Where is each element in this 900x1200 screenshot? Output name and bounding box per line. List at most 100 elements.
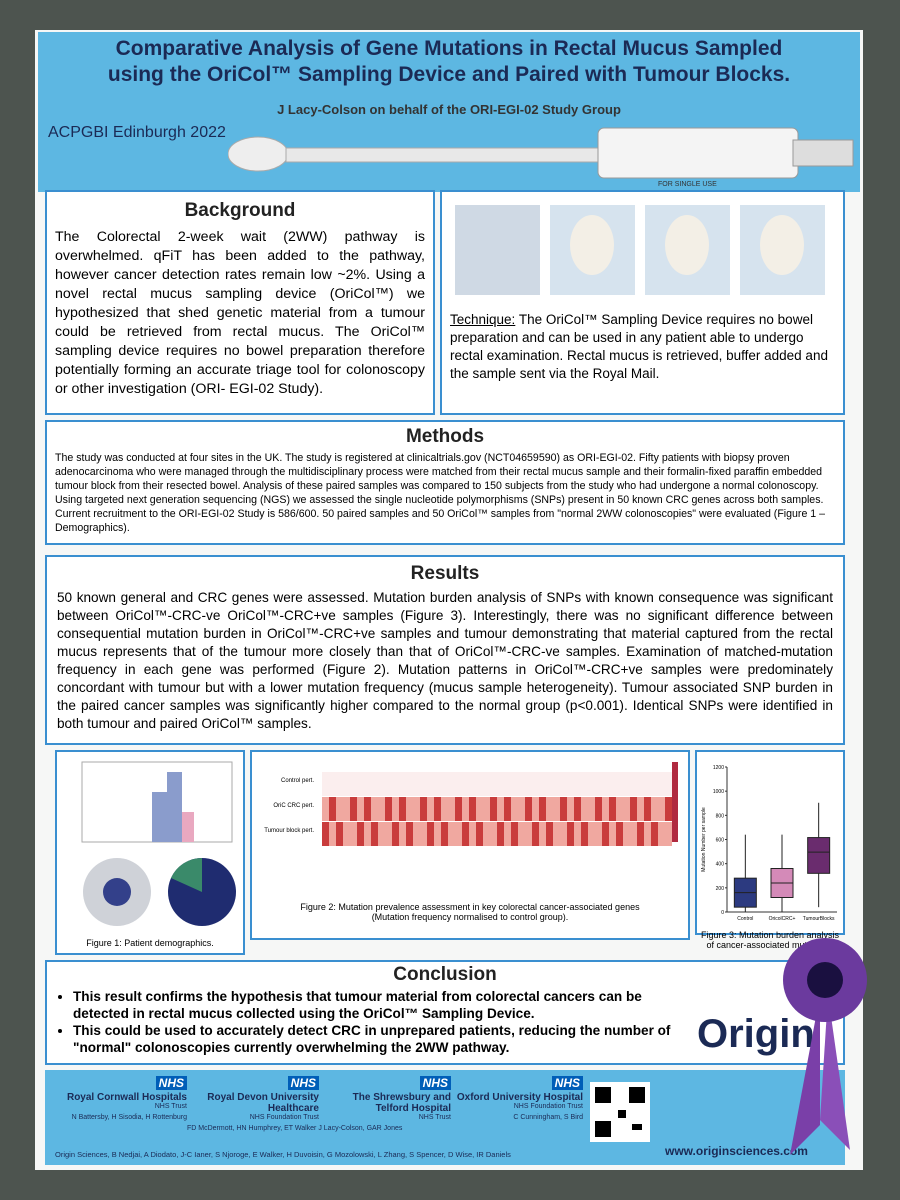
heatmap-cell — [595, 822, 602, 846]
heatmap-cell — [378, 772, 385, 796]
heatmap-cell — [441, 797, 448, 821]
heatmap-cell — [406, 822, 413, 846]
heatmap-cell — [399, 797, 406, 821]
origin-logo: Origin — [697, 1012, 815, 1056]
heatmap-cell — [483, 772, 490, 796]
heatmap-cell — [371, 822, 378, 846]
heatmap-cell — [546, 797, 553, 821]
heatmap-cell — [385, 822, 392, 846]
y-tick-label: 200 — [716, 886, 725, 892]
bullet: This result confirms the hypothesis that… — [73, 988, 683, 1022]
heatmap-cell — [609, 822, 616, 846]
heatmap-cell — [357, 772, 364, 796]
heatmap-cell — [560, 772, 567, 796]
heatmap-cell — [378, 822, 385, 846]
y-tick-label: 1000 — [713, 789, 724, 795]
heatmap-cell — [518, 797, 525, 821]
heatmap-cell — [532, 822, 539, 846]
origin-authors: Origin Sciences, B Nedjai, A Diodato, J-… — [55, 1150, 511, 1159]
caption-line: Figure 3: Mutation burden analysis — [700, 930, 840, 940]
website: www.originsciences.com — [665, 1144, 808, 1158]
heatmap-cell — [392, 822, 399, 846]
heatmap-cell — [602, 772, 609, 796]
hospital-authors: N Battersby, H Sisodia, H Rottenburg — [71, 1114, 187, 1121]
caption-line: of cancer-associated mutations. — [706, 940, 834, 950]
heatmap-cell — [385, 797, 392, 821]
figure3-caption: Figure 3: Mutation burden analysis of ca… — [695, 930, 845, 950]
heatmap-cell — [357, 797, 364, 821]
heatmap-cell — [588, 772, 595, 796]
heatmap-cell — [462, 772, 469, 796]
heading: Methods — [405, 426, 485, 447]
hospital-name: Royal Devon University Healthcare — [207, 1092, 319, 1114]
heading: Conclusion — [393, 964, 497, 985]
heatmap-cell — [406, 772, 413, 796]
heatmap-cell — [455, 797, 462, 821]
heatmap-cell — [448, 772, 455, 796]
heatmap-cell — [644, 822, 651, 846]
x-tick-label: TumourBlocks — [803, 916, 835, 922]
heatmap-cell — [637, 772, 644, 796]
heatmap-cell — [434, 797, 441, 821]
heatmap-cell — [581, 797, 588, 821]
heatmap-cell — [427, 797, 434, 821]
heatmap-cell — [343, 772, 350, 796]
heatmap-cell — [441, 822, 448, 846]
heatmap-cell — [630, 822, 637, 846]
device-label: FOR SINGLE USE — [658, 181, 717, 188]
heading: Results — [410, 563, 480, 584]
results-box: Results 50 known general and CRC genes w… — [45, 555, 845, 745]
heatmap-cell — [462, 797, 469, 821]
illustrations — [455, 205, 825, 295]
heatmap-cell — [511, 822, 518, 846]
heatmap-cell — [469, 772, 476, 796]
caption-line: (Mutation frequency normalised to contro… — [371, 912, 569, 922]
heatmap-cell — [518, 822, 525, 846]
heatmap-cell — [574, 822, 581, 846]
rosette — [783, 938, 867, 1155]
heatmap-cell — [560, 797, 567, 821]
conclusion-box: Conclusion This result confirms the hypo… — [45, 960, 845, 1065]
heatmap-cell — [539, 772, 546, 796]
hospital-authors: C Cunningham, S Bird — [513, 1114, 583, 1121]
technique-body: The OriCol™ Sampling Device requires no … — [450, 312, 828, 381]
methods-text: The study was conducted at four sites in… — [55, 452, 826, 534]
heatmap-cell — [567, 797, 574, 821]
hospital: NHS Royal Cornwall Hospitals NHS Trust N Ba… — [55, 1074, 187, 1121]
results-text: 50 known general and CRC genes were asse… — [57, 590, 833, 731]
heatmap-cell — [546, 772, 553, 796]
heatmap-cell — [469, 822, 476, 846]
y-tick-label: 1200 — [713, 765, 724, 771]
x-tick-label: Control — [737, 916, 753, 922]
heatmap-cell — [322, 772, 329, 796]
heatmap-cell — [511, 772, 518, 796]
heatmap-cell — [637, 822, 644, 846]
heatmap-cell — [665, 797, 672, 821]
heatmap-cell — [637, 797, 644, 821]
bullet: This could be used to accurately detect … — [73, 1022, 683, 1056]
heatmap-cell — [658, 797, 665, 821]
heatmap-cell — [651, 772, 658, 796]
heatmap-cell — [392, 772, 399, 796]
heading: Background — [184, 200, 296, 221]
title: Comparative Analysis of Gene Mutations i… — [38, 36, 860, 88]
heatmap-cell — [511, 797, 518, 821]
heatmap-cell — [483, 822, 490, 846]
heatmap-cell — [371, 772, 378, 796]
heatmap-cell — [364, 822, 371, 846]
hospital-authors: FD McDermott, HN Humphrey, ET Walker J L… — [187, 1125, 403, 1132]
heatmap-cell — [350, 822, 357, 846]
heatmap-cell — [371, 797, 378, 821]
heatmap-cell — [350, 797, 357, 821]
figure2-heatmap: Control pert. OriC CRC pert. Tumour block … — [264, 762, 678, 846]
heatmap-cell — [525, 822, 532, 846]
heatmap-cell — [448, 797, 455, 821]
heatmap-cell — [623, 822, 630, 846]
heatmap-cell — [343, 822, 350, 846]
heatmap-cell — [539, 797, 546, 821]
footer: NHS Royal Cornwall Hospitals NHS Trust N Ba… — [45, 1070, 845, 1165]
heatmap-cell — [574, 797, 581, 821]
heatmap-cell — [476, 797, 483, 821]
heatmap-cell — [581, 822, 588, 846]
hospital-trust: NHS Foundation Trust — [513, 1103, 583, 1110]
